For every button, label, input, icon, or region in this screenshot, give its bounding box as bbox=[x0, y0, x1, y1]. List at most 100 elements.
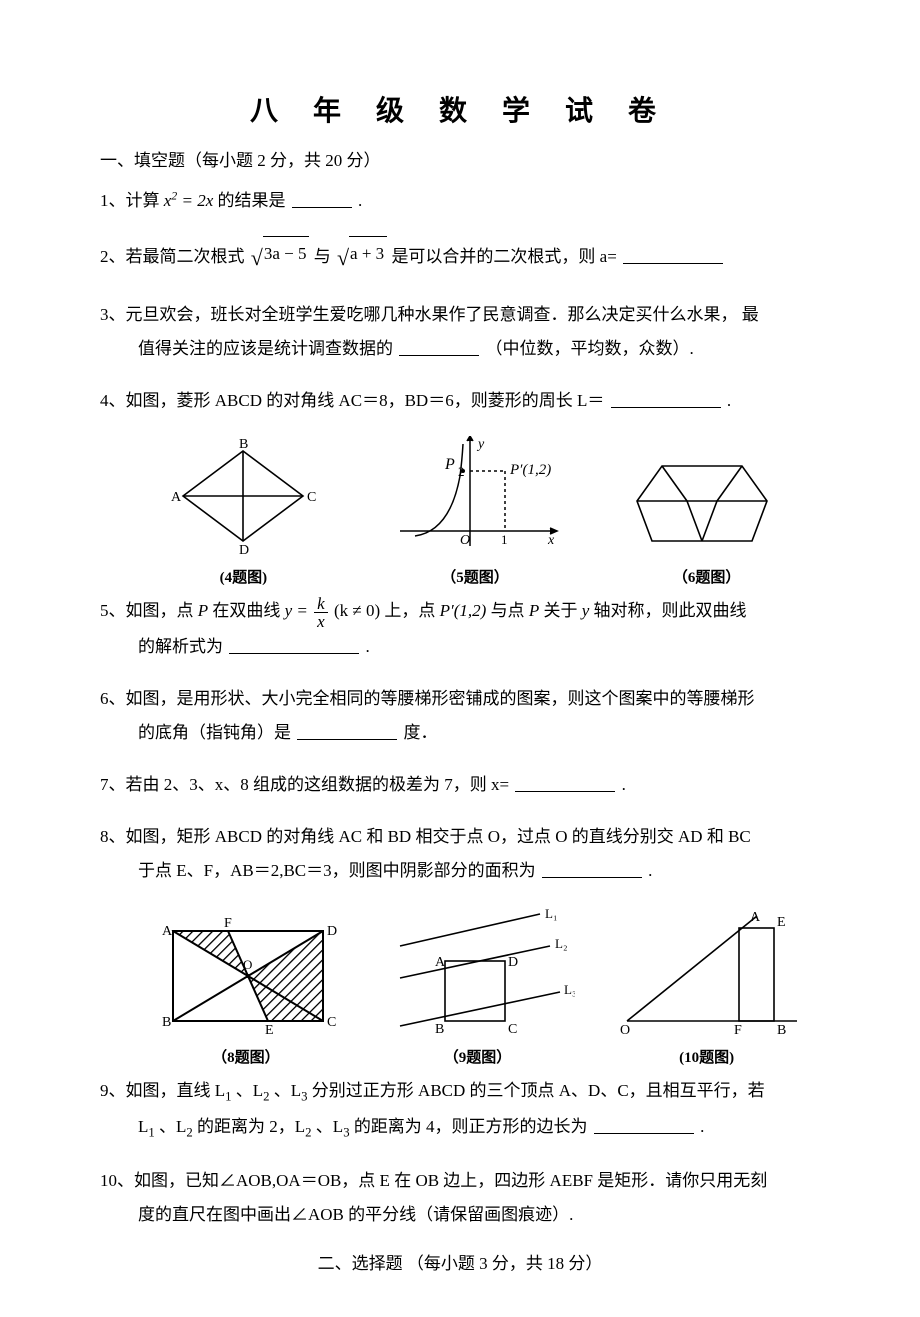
svg-text:F: F bbox=[734, 1023, 742, 1036]
svg-text:C: C bbox=[508, 1022, 517, 1036]
figure-8: A F D B E C O （8题图） bbox=[148, 906, 343, 1070]
q10-text-b: 度的直尺在图中画出∠AOB 的平分线（请保留画图痕迹）. bbox=[138, 1205, 573, 1224]
q5-text-a: 5、如图，点 bbox=[100, 601, 198, 620]
q2-blank bbox=[623, 247, 723, 264]
svg-text:D: D bbox=[239, 543, 249, 556]
svg-text:O: O bbox=[460, 533, 470, 548]
q2-text-c: 是可以合并的二次根式，则 a= bbox=[391, 247, 616, 266]
svg-text:P′(1,2): P′(1,2) bbox=[509, 462, 551, 478]
q5-text-e: 轴对称，则此双曲线 bbox=[594, 601, 747, 620]
sub1b: 1 bbox=[148, 1125, 154, 1139]
q8-text-a: 8、如图，矩形 ABCD 的对角线 AC 和 BD 相交于点 O，过点 O 的直… bbox=[100, 827, 751, 846]
frac-den: x bbox=[314, 613, 328, 630]
figure-4: A B C D (4题图) bbox=[163, 436, 323, 590]
svg-text:P: P bbox=[444, 456, 455, 473]
svg-text:B: B bbox=[777, 1023, 786, 1036]
figure-row-2: A F D B E C O （8题图） L₁ L₂ L₃ A D B C （9题… bbox=[130, 906, 820, 1070]
q5-P: P bbox=[198, 601, 208, 620]
question-6: 6、如图，是用形状、大小完全相同的等腰梯形密铺成的图案，则这个图案中的等腰梯形 … bbox=[100, 682, 820, 750]
q5-yeq: y = bbox=[285, 601, 313, 620]
fig6-caption: （6题图） bbox=[627, 566, 787, 590]
q9-text-c: 分别过正方形 ABCD 的三个顶点 A、D、C，且相互平行，若 bbox=[312, 1081, 765, 1100]
section-2-header: 二、选择题 （每小题 3 分，共 18 分） bbox=[100, 1250, 820, 1277]
svg-text:A: A bbox=[162, 924, 173, 939]
q10-text-a: 10、如图，已知∠AOB,OA＝OB，点 E 在 OB 边上，四边形 AEBF … bbox=[100, 1171, 767, 1190]
rhombus-icon: A B C D bbox=[163, 436, 323, 556]
sub2b: 2 bbox=[186, 1125, 192, 1139]
q5-P2: P bbox=[529, 601, 539, 620]
q2-root-1: √3a − 5 bbox=[249, 236, 310, 280]
fig5-caption: （5题图） bbox=[390, 566, 560, 590]
q5-text-b: 上，点 bbox=[384, 601, 439, 620]
question-3: 3、元旦欢会，班长对全班学生爱吃哪几种水果作了民意调查．那么决定买什么水果， 最… bbox=[100, 298, 820, 366]
svg-text:A: A bbox=[435, 955, 446, 970]
svg-text:O: O bbox=[620, 1023, 630, 1036]
fig10-caption: (10题图) bbox=[612, 1046, 802, 1070]
q9-text-d2: 、L bbox=[159, 1117, 186, 1136]
q9-text-f: 的距离为 4，则正方形的边长为 bbox=[354, 1117, 588, 1136]
hyperbola-icon: P 2 P′(1,2) O 1 x y bbox=[390, 436, 560, 556]
q2-root-2: √a + 3 bbox=[335, 236, 387, 280]
fig4-caption: (4题图) bbox=[163, 566, 323, 590]
svg-text:F: F bbox=[224, 916, 232, 931]
q9-text-e: 的距离为 2，L bbox=[197, 1117, 305, 1136]
q9-blank bbox=[594, 1117, 694, 1134]
q2-text-a: 2、若最简二次根式 bbox=[100, 247, 249, 266]
q1-equation: x2 = 2x bbox=[164, 191, 214, 210]
svg-text:B: B bbox=[162, 1015, 171, 1030]
svg-text:A: A bbox=[750, 910, 761, 925]
q3-blank bbox=[399, 339, 479, 356]
figure-row-1: A B C D (4题图) P 2 P′(1,2) O 1 x y bbox=[130, 436, 820, 590]
q6-blank bbox=[297, 723, 397, 740]
q4-blank bbox=[611, 391, 721, 408]
sub3b: 3 bbox=[343, 1125, 349, 1139]
sub2a: 2 bbox=[263, 1089, 269, 1103]
question-1: 1、计算 x2 = 2x 的结果是 . bbox=[100, 184, 820, 218]
q7-text-a: 7、若由 2、3、x、8 组成的这组数据的极差为 7，则 x= bbox=[100, 775, 509, 794]
q3-text-c: （中位数，平均数，众数）. bbox=[486, 339, 694, 358]
q9-text-d1: L bbox=[138, 1117, 148, 1136]
q8-period: . bbox=[648, 861, 652, 880]
q1-text-a: 1、计算 bbox=[100, 191, 164, 210]
figure-6: （6题图） bbox=[627, 446, 787, 590]
question-10: 10、如图，已知∠AOB,OA＝OB，点 E 在 OB 边上，四边形 AEBF … bbox=[100, 1164, 820, 1232]
sub2c: 2 bbox=[305, 1125, 311, 1139]
q5-kneq: (k ≠ 0) bbox=[334, 601, 380, 620]
q3-text-b: 值得关注的应该是统计调查数据的 bbox=[138, 339, 393, 358]
radicand-1: 3a − 5 bbox=[263, 236, 310, 271]
question-5: 5、如图，点 P 在双曲线 y = k x (k ≠ 0) 上，点 P′(1,2… bbox=[100, 594, 820, 664]
q4-text-a: 4、如图，菱形 ABCD 的对角线 AC＝8，BD＝6，则菱形的周长 L＝ bbox=[100, 391, 604, 410]
q5-fraction: k x bbox=[314, 595, 328, 630]
fig8-caption: （8题图） bbox=[148, 1046, 343, 1070]
svg-text:D: D bbox=[327, 924, 337, 939]
q7-period: . bbox=[622, 775, 626, 794]
q5-y: y bbox=[582, 601, 590, 620]
svg-text:D: D bbox=[508, 955, 518, 970]
page-title: 八 年 级 数 学 试 卷 bbox=[100, 90, 820, 135]
q2-text-b: 与 bbox=[314, 247, 331, 266]
question-9: 9、如图，直线 L1 、L2 、L3 分别过正方形 ABCD 的三个顶点 A、D… bbox=[100, 1074, 820, 1146]
q5-Pprime: P′(1,2) bbox=[440, 601, 487, 620]
q8-blank bbox=[542, 861, 642, 878]
section-1-header: 一、填空题（每小题 2 分，共 20 分） bbox=[100, 147, 820, 174]
q1-text-b: 的结果是 bbox=[218, 191, 286, 210]
figure-5: P 2 P′(1,2) O 1 x y （5题图） bbox=[390, 436, 560, 590]
question-7: 7、若由 2、3、x、8 组成的这组数据的极差为 7，则 x= . bbox=[100, 768, 820, 802]
q1-blank bbox=[292, 191, 352, 208]
q5-text-a2: 在双曲线 bbox=[212, 601, 284, 620]
q5-text-f: 的解析式为 bbox=[138, 637, 223, 656]
radicand-2: a + 3 bbox=[349, 236, 387, 271]
q1-period: . bbox=[358, 191, 362, 210]
question-4: 4、如图，菱形 ABCD 的对角线 AC＝8，BD＝6，则菱形的周长 L＝ . bbox=[100, 384, 820, 418]
q6-text-b: 的底角（指钝角）是 bbox=[138, 723, 291, 742]
angle-rectangle-icon: O A E F B bbox=[612, 906, 802, 1036]
svg-text:E: E bbox=[777, 915, 786, 930]
sub1a: 1 bbox=[225, 1089, 231, 1103]
fig9-caption: （9题图） bbox=[380, 1046, 575, 1070]
svg-text:1: 1 bbox=[501, 532, 508, 547]
q6-text-c: 度． bbox=[404, 723, 438, 742]
q4-period: . bbox=[727, 391, 731, 410]
svg-text:E: E bbox=[265, 1023, 274, 1036]
svg-text:L₁: L₁ bbox=[545, 906, 557, 921]
svg-text:L₃: L₃ bbox=[564, 982, 575, 997]
